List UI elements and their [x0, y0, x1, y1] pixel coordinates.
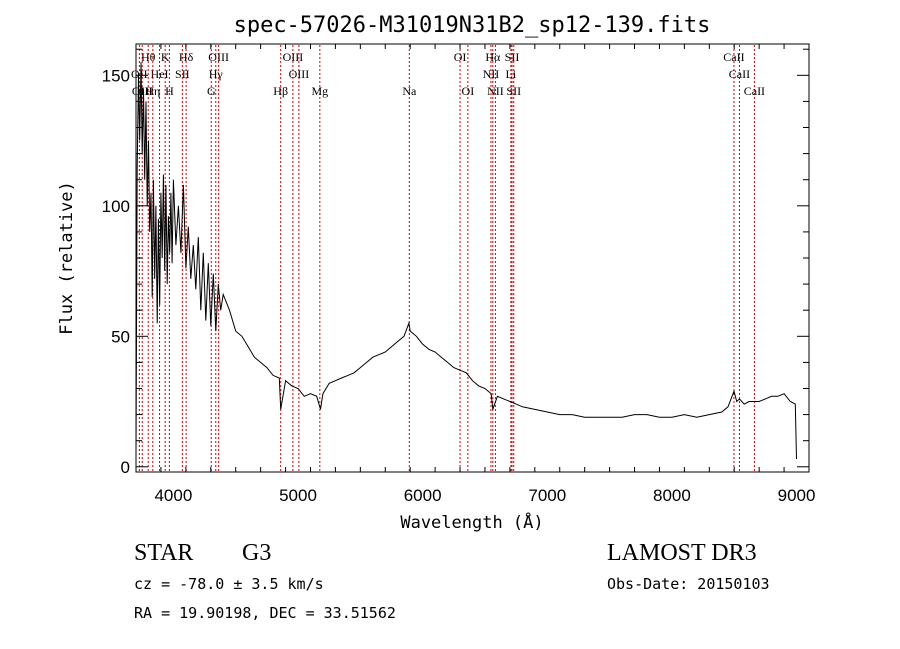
spectral-line-label: CaII: [729, 67, 750, 81]
y-axis-label: Flux (relative): [57, 181, 77, 335]
spectral-line-label: Na: [402, 84, 417, 98]
x-axis-label: Wavelength (Å): [400, 511, 543, 533]
spectral-line-label: NII: [483, 67, 500, 81]
object-subclass: G3: [242, 540, 272, 566]
y-tick-label: 0: [121, 458, 130, 477]
spectral-line-label: Hβ: [273, 84, 288, 98]
spectral-line-label: OIII: [283, 50, 304, 64]
x-tick-label: 6000: [404, 486, 442, 505]
x-tick-label: 5000: [279, 486, 317, 505]
coordinates: RA = 19.90198, DEC = 33.51562: [134, 604, 396, 622]
spectral-line-label: Li: [506, 67, 517, 81]
object-class: STAR: [134, 540, 194, 566]
spectrum-series-line: [135, 62, 797, 460]
x-tick-label: 7000: [528, 486, 566, 505]
spectral-line-label: SII: [506, 84, 521, 98]
spectral-line-label: G: [207, 84, 216, 98]
spectral-line-label: CaII: [723, 50, 744, 64]
spectral-line-label: SII: [505, 50, 520, 64]
spectral-line-label: OI: [462, 84, 475, 98]
y-tick-label: 150: [102, 66, 130, 85]
spectral-line-label: OI: [454, 50, 467, 64]
line-markers-layer: Hθ K Hδ OIII OIII OI Hα SII CaII OII HeI SII Hγ OIII N…: [131, 45, 765, 471]
redshift-cz: cz = -78.0 ± 3.5 km/s: [134, 575, 324, 593]
spectral-line-label: OIII: [132, 84, 153, 98]
spectral-line-label: NII: [487, 84, 504, 98]
x-tick-label: 4000: [154, 486, 192, 505]
y-tick-label: 50: [111, 327, 130, 346]
chart-title: spec-57026-M31019N31B2_sp12-139.fits: [234, 13, 711, 38]
x-tick-label: 9000: [778, 486, 816, 505]
spectral-line-label: H: [165, 84, 174, 98]
spectral-line-label: Hγ: [209, 67, 224, 81]
spectral-line-label: Hα: [485, 50, 501, 64]
spectral-line-label: Mg: [311, 84, 328, 98]
spectral-line-label: Hδ: [179, 50, 194, 64]
plot-frame: [135, 43, 810, 473]
spectral-line-label: OIII: [208, 50, 229, 64]
spectral-line-label: CaII: [744, 84, 765, 98]
spectral-line-label: Hη: [145, 84, 160, 98]
observation-date: Obs-Date: 20150103: [607, 575, 770, 593]
spectral-line-label: OIII: [289, 67, 310, 81]
spectral-line-label: Hθ: [141, 50, 156, 64]
spectral-line-label: HeI: [151, 67, 169, 81]
survey-name: LAMOST DR3: [607, 540, 757, 566]
axis-ticks-layer: 4000 5000 6000 7000 8000 9000 0 50 100 150: [102, 44, 816, 505]
x-tick-label: 8000: [653, 486, 691, 505]
spectral-line-label: OII: [131, 67, 148, 81]
spectral-line-label: K: [161, 50, 170, 64]
y-tick-label: 100: [102, 197, 130, 216]
spectral-line-label: SII: [175, 67, 190, 81]
